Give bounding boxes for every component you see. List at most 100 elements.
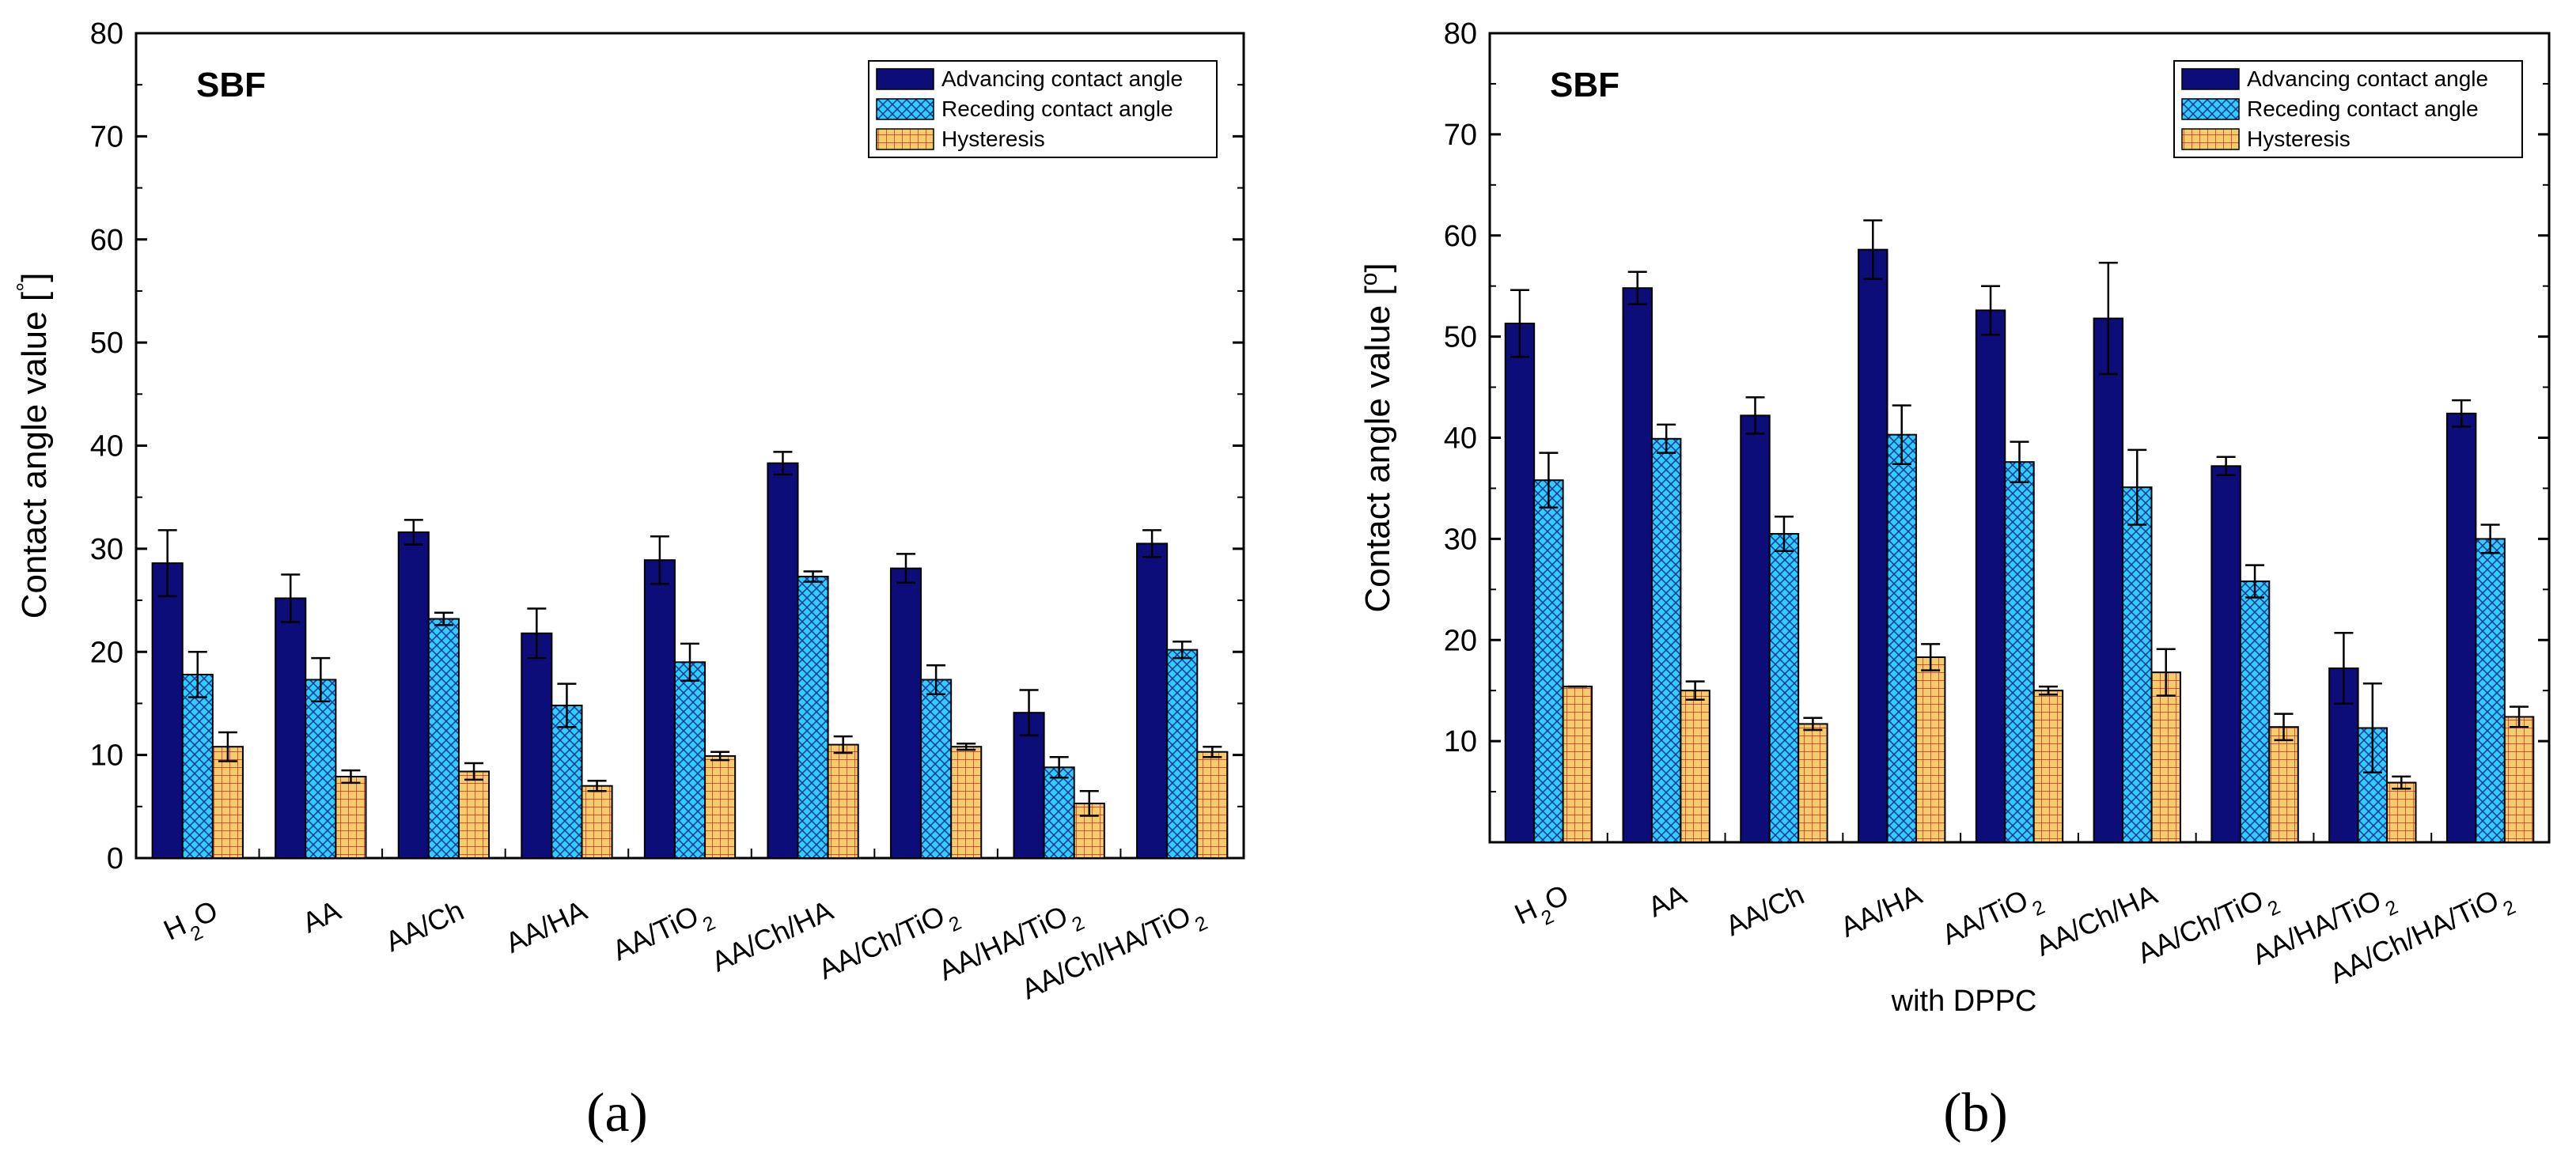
legend-swatch-hysteresis	[2181, 128, 2240, 150]
y-tick-label: 10	[90, 739, 123, 773]
x-category-label: AA/HA	[1835, 878, 1926, 943]
bar-hysteresis	[2268, 726, 2299, 843]
bar-advancing	[1504, 323, 1536, 844]
y-tick-label: 50	[90, 327, 123, 360]
bar-advancing	[275, 597, 307, 860]
bar-receding	[1166, 649, 1199, 860]
legend-label-hysteresis: Hysteresis	[2247, 127, 2351, 151]
legend-label-hysteresis: Hysteresis	[941, 127, 1045, 151]
bar-receding	[673, 661, 707, 859]
bar-advancing	[151, 562, 184, 859]
legend: Advancing contact angle Receding contact …	[868, 60, 1218, 158]
bar-receding	[2122, 486, 2153, 843]
y-axis-label-close: ]	[15, 273, 54, 282]
bar-hysteresis	[1915, 656, 1946, 844]
bar-hysteresis	[211, 746, 244, 859]
legend-swatch-receding	[876, 98, 934, 120]
y-tick-label: 70	[90, 120, 123, 153]
bar-hysteresis	[2503, 716, 2535, 843]
bar-advancing	[1740, 414, 1771, 843]
bar-hysteresis	[1196, 751, 1229, 859]
bar-receding	[2239, 580, 2271, 844]
y-axis-label-text: Contact angle value [	[15, 292, 54, 618]
y-axis-label: Contact angle value [°]	[13, 273, 55, 619]
x-category-label: AA/Ch	[381, 894, 469, 958]
bar-hysteresis	[1680, 690, 1710, 843]
legend: Advancing contact angle Receding contact …	[2173, 60, 2523, 158]
bar-advancing	[397, 531, 430, 859]
bar-advancing	[1622, 287, 1653, 843]
chart-panel-b: 10 20 30 40 50 60 70 80 Contact angle value [o] H…	[1356, 17, 2551, 1144]
legend-swatch-advancing	[2181, 68, 2240, 90]
legend-label-advancing: Advancing contact angle	[941, 66, 1183, 91]
panel-label: (a)	[586, 1083, 648, 1144]
bar-advancing	[2093, 317, 2124, 844]
x-category-label: AA/HA	[501, 894, 592, 959]
bar-receding	[1650, 437, 1682, 843]
bar-hysteresis	[704, 754, 737, 860]
x-axis-label: with DPPC	[1891, 985, 2037, 1018]
y-tick-label: 80	[90, 17, 123, 51]
x-category-label: AA/Ch	[1721, 878, 1809, 942]
y-axis-label-close: ]	[1358, 263, 1397, 272]
bar-advancing	[521, 632, 553, 859]
bar-hysteresis	[1562, 686, 1593, 844]
x-category-label: AA	[1643, 878, 1691, 923]
bar-hysteresis	[457, 770, 491, 859]
bar-advancing	[2210, 465, 2241, 843]
bar-hysteresis	[950, 746, 983, 859]
panel-label: (b)	[1943, 1083, 2008, 1144]
legend-label-advancing: Advancing contact angle	[2247, 66, 2488, 91]
bar-hysteresis	[2386, 781, 2417, 844]
bar-advancing	[767, 462, 799, 859]
bar-advancing	[1013, 712, 1045, 860]
bar-receding	[1533, 479, 1564, 844]
bar-advancing	[2445, 412, 2477, 843]
y-tick-label: 70	[1444, 119, 1477, 152]
x-category-label: AA/TiO2	[608, 894, 719, 975]
y-tick-label: 30	[1444, 523, 1477, 556]
bar-receding	[797, 576, 829, 859]
x-category-label: AA/Ch/TiO2	[813, 894, 965, 994]
chart-panel-a: 0 10 20 30 40 50 60 70 80 Contact angle value [°]…	[13, 17, 1245, 1144]
x-category-label: AA/TiO2	[1937, 878, 2048, 959]
bar-advancing	[643, 559, 676, 859]
bar-advancing	[1136, 543, 1169, 859]
legend-swatch-receding	[2181, 98, 2240, 120]
y-tick-label: 60	[1444, 220, 1477, 253]
y-tick-label: 40	[1444, 422, 1477, 456]
bar-receding	[551, 705, 583, 859]
bar-receding	[2475, 538, 2506, 843]
bar-receding	[427, 618, 460, 860]
bar-advancing	[1975, 309, 2006, 843]
bar-hysteresis	[581, 785, 613, 859]
y-tick-label: 10	[1444, 725, 1477, 758]
bar-hysteresis	[2032, 690, 2064, 843]
x-category-label: AA	[297, 894, 346, 939]
legend-swatch-hysteresis	[876, 128, 934, 150]
y-axis-label-text: Contact angle value [	[1358, 285, 1397, 612]
y-axis-label-unit: °	[13, 282, 39, 292]
y-axis-label-unit: o	[1356, 273, 1382, 286]
y-tick-label: 20	[90, 636, 123, 669]
bar-receding	[920, 679, 953, 859]
bar-hysteresis	[2150, 671, 2181, 843]
y-tick-label: 20	[1444, 624, 1477, 657]
x-category-label: H2O	[1510, 878, 1578, 940]
bar-advancing	[889, 567, 922, 859]
legend-label-receding: Receding contact angle	[941, 96, 1173, 121]
y-tick-label: 60	[90, 224, 123, 257]
bar-receding	[1768, 532, 1800, 843]
bar-receding	[2004, 461, 2035, 843]
y-tick-label: 30	[90, 533, 123, 566]
annotation-sbf: SBF	[196, 66, 266, 104]
bar-receding	[305, 679, 337, 859]
annotation-sbf: SBF	[1550, 66, 1619, 104]
y-tick-label: 0	[107, 842, 123, 875]
bar-receding	[1886, 433, 1917, 843]
y-axis-label: Contact angle value [o]	[1356, 263, 1398, 612]
y-tick-label: 80	[1444, 17, 1477, 51]
bar-receding	[181, 673, 214, 859]
y-tick-label: 40	[90, 430, 123, 463]
